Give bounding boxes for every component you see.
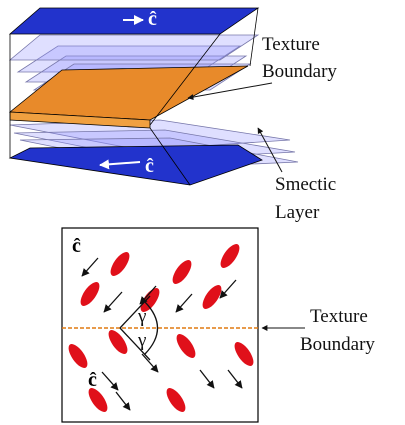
director-label: ĉ xyxy=(148,8,157,30)
angle-label: γ xyxy=(137,306,146,327)
label: Layer xyxy=(275,202,320,223)
director-arrows xyxy=(82,258,242,410)
smectic-stack xyxy=(10,8,298,185)
director-label: ĉ xyxy=(145,155,154,177)
director-label: ĉ xyxy=(88,369,97,391)
angle-label: γ xyxy=(137,330,146,351)
label: Texture xyxy=(262,34,320,55)
diagram: ĉ ĉ Texture Boundary Smectic Layer ĉ xyxy=(0,0,405,425)
label: Boundary xyxy=(300,334,375,355)
director-label: ĉ xyxy=(72,235,81,257)
label: Texture xyxy=(310,306,368,327)
label: Boundary xyxy=(262,61,337,82)
label: Smectic xyxy=(275,174,336,195)
